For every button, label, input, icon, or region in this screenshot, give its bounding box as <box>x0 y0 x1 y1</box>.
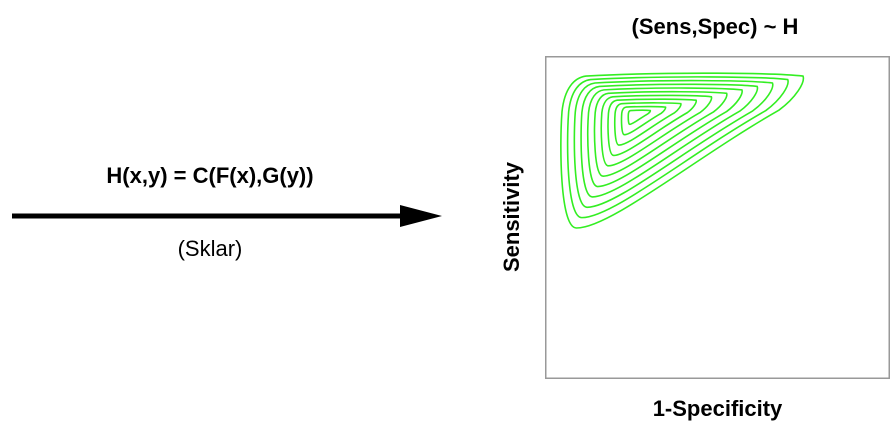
contour-line <box>587 87 743 188</box>
plot-frame-border <box>545 56 890 379</box>
contour-line <box>600 94 713 167</box>
x-axis-label: 1-Specificity <box>652 396 783 421</box>
contour-line <box>607 98 698 157</box>
contour-group <box>560 72 805 229</box>
plot-title: (Sens,Spec) ~ H <box>631 14 799 39</box>
contour-line <box>613 102 682 146</box>
contour-line <box>593 90 728 177</box>
contour-line <box>627 109 652 126</box>
y-axis-label: Sensitivity <box>499 161 524 273</box>
right-arrow-icon <box>12 205 442 227</box>
contour-plot <box>545 56 890 379</box>
contour-line <box>560 72 805 229</box>
contour-line <box>566 76 789 219</box>
copula-formula: H(x,y) = C(F(x),G(y)) <box>106 163 314 188</box>
sklar-label: (Sklar) <box>177 236 243 261</box>
contour-line <box>573 79 774 209</box>
contour-line <box>580 83 759 198</box>
contour-line <box>620 105 667 136</box>
